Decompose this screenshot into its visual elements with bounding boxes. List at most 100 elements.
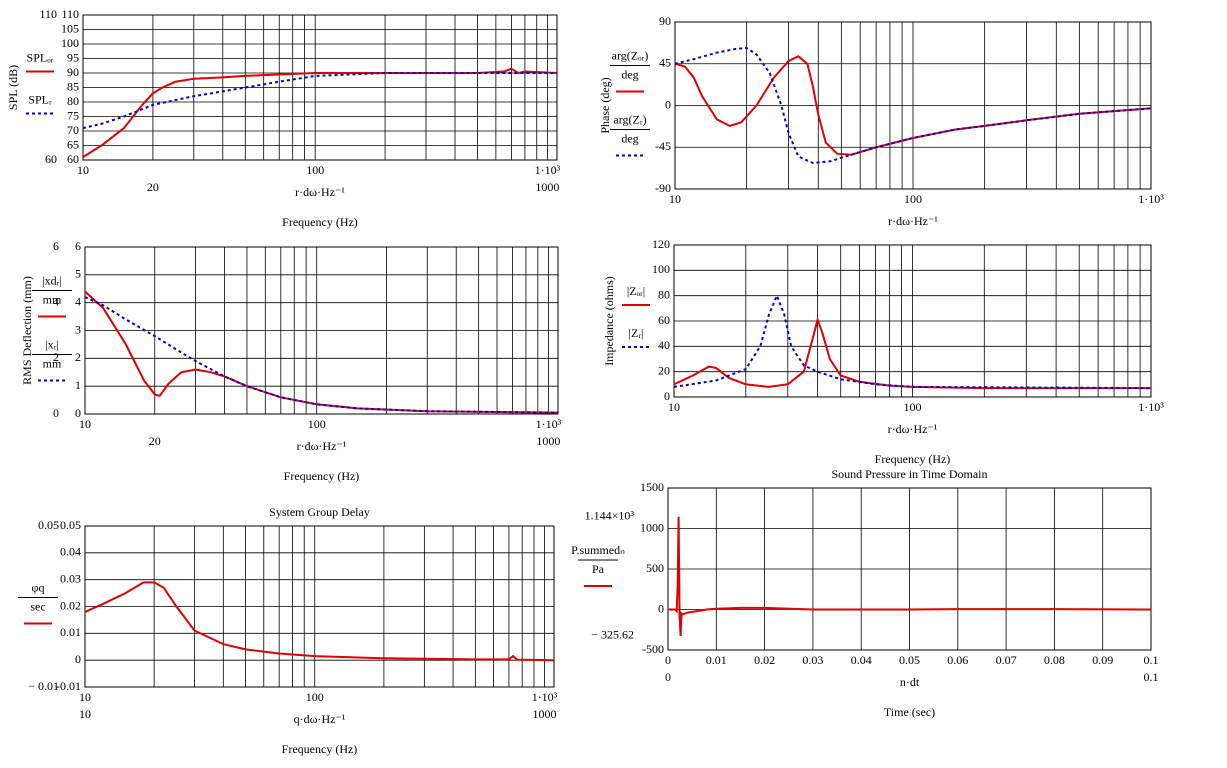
y-tick-label: 1500 bbox=[640, 480, 664, 494]
y-marker-label: 4 bbox=[53, 294, 59, 308]
series-line bbox=[674, 55, 1152, 156]
plot-frame bbox=[673, 244, 1152, 398]
legend-label: |Zₒᵣ| bbox=[627, 284, 645, 298]
x-tick-label: 100 bbox=[308, 417, 326, 431]
y-tick-label: 0.03 bbox=[60, 571, 81, 585]
x-axis-expression: r·dω·Hz⁻¹ bbox=[297, 439, 347, 453]
legend-label: arg(Zₒᵣ) bbox=[612, 48, 649, 62]
x-tick-label: 0.03 bbox=[802, 653, 823, 667]
x-tick-label: 10 bbox=[668, 400, 680, 414]
series-line bbox=[84, 290, 559, 414]
plot-frame bbox=[667, 487, 1152, 651]
chart-title: Sound Pressure in Time Domain bbox=[831, 467, 987, 481]
y-tick-label: 5 bbox=[75, 267, 81, 281]
series-line bbox=[668, 516, 1152, 636]
y-tick-label: 85 bbox=[67, 79, 79, 93]
x-tick-label: 10 bbox=[77, 163, 89, 177]
legend-label: SPLₒᵣ bbox=[27, 50, 54, 64]
y-tick-label: 1000 bbox=[640, 520, 664, 534]
legend-label: P.summedₙ bbox=[571, 543, 625, 557]
legend-label: φq bbox=[32, 580, 45, 594]
legend-unit: mm bbox=[43, 292, 62, 306]
y-marker-label: − 0.01 bbox=[28, 679, 59, 693]
legend-unit: mm bbox=[43, 356, 62, 370]
x-tick-label: 100 bbox=[904, 192, 922, 206]
x-tick-label: 0.04 bbox=[851, 653, 872, 667]
x-tick-label: 0.08 bbox=[1044, 653, 1065, 667]
x-tick-label: 1·10³ bbox=[532, 690, 558, 704]
y-tick-label: 120 bbox=[652, 237, 670, 251]
x-axis-title: Frequency (Hz) bbox=[875, 452, 951, 466]
x-tick-label: 0.02 bbox=[754, 653, 775, 667]
y-axis-title: SPL (dB) bbox=[6, 65, 20, 110]
legend-label: |Zᵣ| bbox=[629, 326, 644, 340]
plot-frame bbox=[84, 246, 559, 415]
x-tick-label: 0.09 bbox=[1092, 653, 1113, 667]
y-tick-label: 0 bbox=[75, 652, 81, 666]
y-tick-label: 100 bbox=[652, 262, 670, 276]
x-axis-title: Time (sec) bbox=[884, 705, 935, 719]
x-tick-label: 0.05 bbox=[899, 653, 920, 667]
y-marker-label: 0 bbox=[53, 406, 59, 420]
x-marker-label: 20 bbox=[149, 434, 161, 448]
y-marker-label: 6 bbox=[53, 239, 59, 253]
y-tick-label: 3 bbox=[75, 322, 81, 336]
y-tick-label: 0.02 bbox=[60, 598, 81, 612]
x-marker-label: 1000 bbox=[536, 434, 560, 448]
legend-unit: deg bbox=[621, 67, 638, 81]
series-line bbox=[674, 46, 1152, 165]
y-tick-label: 95 bbox=[67, 50, 79, 64]
y-tick-label: 500 bbox=[646, 561, 664, 575]
x-marker-label: 10 bbox=[79, 707, 91, 721]
legend-label: |xᵣ| bbox=[45, 337, 59, 351]
y-tick-label: 90 bbox=[67, 65, 79, 79]
x-tick-label: 1·10³ bbox=[1138, 192, 1164, 206]
legend-label: |xdᵣ| bbox=[42, 273, 62, 287]
y-marker-label: − 325.62 bbox=[591, 628, 634, 642]
y-tick-label: 20 bbox=[658, 363, 670, 377]
y-marker-label: 2 bbox=[53, 350, 59, 364]
chart-title: System Group Delay bbox=[269, 505, 370, 519]
series-line bbox=[673, 293, 1152, 390]
y-tick-label: 0 bbox=[664, 389, 670, 403]
plot-frame bbox=[674, 21, 1152, 190]
y-tick-label: 60 bbox=[67, 152, 79, 166]
y-tick-label: 0.04 bbox=[60, 545, 81, 559]
y-tick-label: 1 bbox=[75, 378, 81, 392]
legend-label: SPLᵣ bbox=[28, 92, 52, 106]
y-tick-label: -500 bbox=[642, 642, 664, 656]
x-tick-label: 10 bbox=[79, 690, 91, 704]
x-tick-label: 0.07 bbox=[996, 653, 1017, 667]
x-tick-label: 100 bbox=[306, 690, 324, 704]
x-axis-expression: r·dω·Hz⁻¹ bbox=[295, 185, 345, 199]
x-tick-label: 10 bbox=[79, 417, 91, 431]
y-tick-label: 6 bbox=[75, 239, 81, 253]
y-tick-label: 2 bbox=[75, 350, 81, 364]
x-axis-expression: r·dω·Hz⁻¹ bbox=[888, 214, 938, 228]
y-tick-label: -0.01 bbox=[56, 679, 81, 693]
y-tick-label: 105 bbox=[61, 21, 79, 35]
x-tick-label: 0.06 bbox=[947, 653, 968, 667]
x-tick-label: 0 bbox=[665, 653, 671, 667]
y-tick-label: -90 bbox=[655, 181, 671, 195]
y-tick-label: 100 bbox=[61, 36, 79, 50]
y-tick-label: 45 bbox=[659, 56, 671, 70]
x-marker-label: 20 bbox=[147, 180, 159, 194]
y-tick-label: 0 bbox=[665, 97, 671, 111]
x-tick-label: 1·10³ bbox=[1138, 400, 1164, 414]
x-marker-label: 1000 bbox=[535, 180, 559, 194]
y-tick-label: 90 bbox=[659, 14, 671, 28]
y-tick-label: 0 bbox=[75, 406, 81, 420]
x-axis-expression: n·dt bbox=[900, 675, 920, 689]
y-tick-label: 0 bbox=[658, 601, 664, 615]
y-tick-label: 110 bbox=[61, 7, 79, 21]
series-line bbox=[82, 72, 557, 130]
plot-frame bbox=[84, 525, 555, 688]
legend-label: arg(Zᵣ) bbox=[613, 112, 646, 126]
series-line bbox=[84, 581, 555, 662]
x-tick-label: 0.1 bbox=[1144, 653, 1159, 667]
y-tick-label: 4 bbox=[75, 294, 81, 308]
y-axis-title: Phase (deg) bbox=[598, 77, 612, 133]
x-axis-expression: q·dω·Hz⁻¹ bbox=[294, 712, 346, 726]
